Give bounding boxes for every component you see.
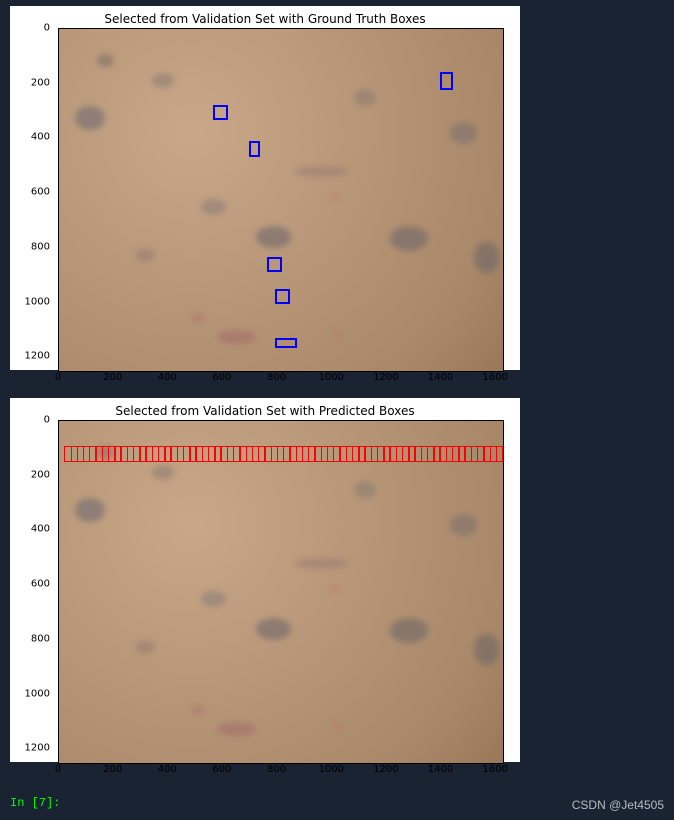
bg-blob <box>201 199 226 215</box>
xtick-label: 1000 <box>318 764 343 775</box>
plot1-yticks: 020040060080010001200 <box>10 28 54 370</box>
bg-blob <box>136 640 155 654</box>
plot2-title: Selected from Validation Set with Predic… <box>10 398 520 420</box>
bg-blob <box>450 122 477 144</box>
plot2-area <box>58 420 504 764</box>
bg-blob <box>75 498 105 523</box>
xtick-label: 0 <box>55 372 61 383</box>
plot1-wrap: 020040060080010001200 020040060080010001… <box>58 28 502 370</box>
xtick-label: 1200 <box>373 372 398 383</box>
xtick-label: 1000 <box>318 372 343 383</box>
xtick-label: 1200 <box>373 764 398 775</box>
xtick-label: 400 <box>158 764 177 775</box>
bg-blob <box>190 706 206 714</box>
xtick-label: 1400 <box>428 764 453 775</box>
xtick-label: 600 <box>212 764 231 775</box>
bg-blob <box>256 226 292 248</box>
xtick-label: 200 <box>103 764 122 775</box>
ytick-label: 600 <box>31 579 50 590</box>
bg-blob <box>256 618 292 640</box>
plot2-xticks: 02004006008001000120014001600 <box>58 764 502 780</box>
plot1-title: Selected from Validation Set with Ground… <box>10 6 520 28</box>
bg-blob <box>217 330 255 344</box>
ytick-label: 1000 <box>25 688 50 699</box>
gt-box <box>249 141 260 157</box>
figure-ground-truth: Selected from Validation Set with Ground… <box>10 6 520 370</box>
figure-predicted: Selected from Validation Set with Predic… <box>10 398 520 762</box>
plot2-wrap: 020040060080010001200 020040060080010001… <box>58 420 502 762</box>
bg-blob <box>152 73 174 88</box>
bg-blob <box>354 481 376 497</box>
bg-blob <box>217 722 255 736</box>
plot2-image-bg <box>59 421 503 763</box>
xtick-label: 1600 <box>482 764 507 775</box>
bg-blob <box>390 226 428 251</box>
bg-blob <box>390 618 428 643</box>
plot2-yticks: 020040060080010001200 <box>10 420 54 762</box>
bg-blob <box>201 591 226 607</box>
bg-blob <box>97 54 113 68</box>
bg-blob <box>474 634 499 664</box>
xtick-label: 600 <box>212 372 231 383</box>
ytick-label: 600 <box>31 187 50 198</box>
bg-blob <box>152 465 174 480</box>
ytick-label: 1000 <box>25 296 50 307</box>
bg-blob <box>190 314 206 322</box>
gt-box <box>440 72 453 90</box>
gt-box <box>275 289 290 304</box>
bg-blob <box>136 248 155 262</box>
plot1-area <box>58 28 504 372</box>
xtick-label: 1400 <box>428 372 453 383</box>
gt-box <box>267 257 282 272</box>
bg-blob <box>354 89 376 105</box>
ytick-label: 800 <box>31 241 50 252</box>
plot1-image-bg <box>59 29 503 371</box>
ytick-label: 0 <box>44 415 50 426</box>
bg-blob <box>474 242 499 272</box>
pred-box <box>496 446 504 462</box>
bg-blob <box>294 558 349 569</box>
ytick-label: 1200 <box>25 743 50 754</box>
xtick-label: 1600 <box>482 372 507 383</box>
ytick-label: 200 <box>31 77 50 88</box>
ytick-label: 800 <box>31 633 50 644</box>
bg-blob <box>294 166 349 177</box>
ytick-label: 0 <box>44 23 50 34</box>
xtick-label: 800 <box>267 372 286 383</box>
bg-blob <box>75 106 105 131</box>
xtick-label: 200 <box>103 372 122 383</box>
gt-box <box>213 105 228 120</box>
xtick-label: 0 <box>55 764 61 775</box>
ytick-label: 200 <box>31 469 50 480</box>
xtick-label: 400 <box>158 372 177 383</box>
xtick-label: 800 <box>267 764 286 775</box>
bg-blob <box>329 193 340 201</box>
watermark: CSDN @Jet4505 <box>572 798 664 812</box>
bg-blob <box>329 585 340 593</box>
gt-box <box>275 338 297 348</box>
ytick-label: 400 <box>31 524 50 535</box>
ytick-label: 400 <box>31 132 50 143</box>
bg-blob <box>332 330 343 338</box>
bg-blob <box>450 514 477 536</box>
plot1-xticks: 02004006008001000120014001600 <box>58 372 502 388</box>
ytick-label: 1200 <box>25 351 50 362</box>
bg-blob <box>332 722 343 730</box>
